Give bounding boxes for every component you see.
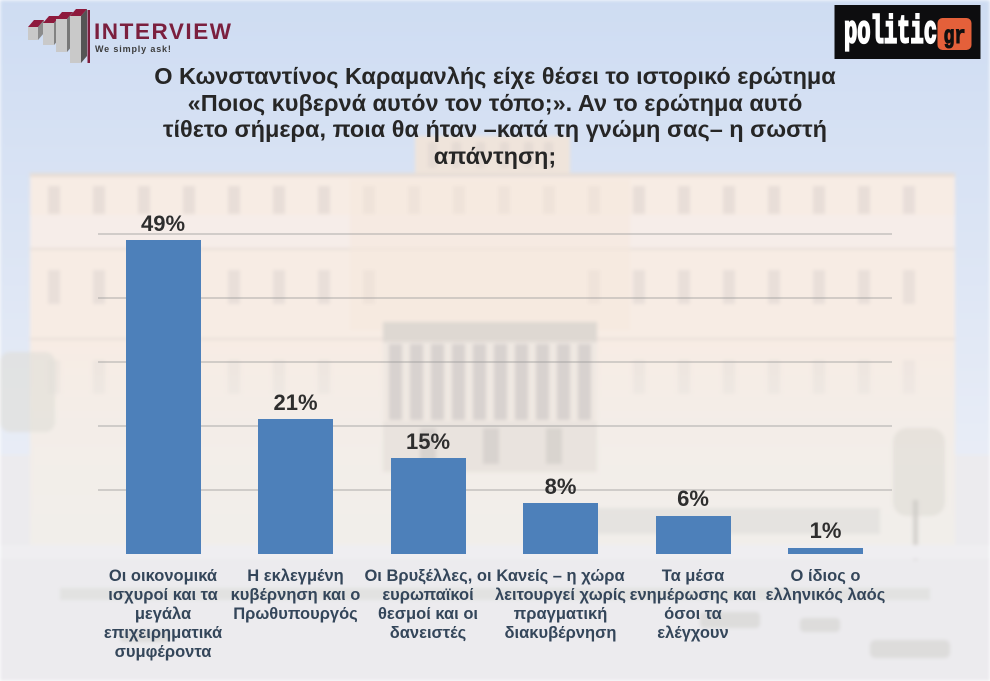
svg-text:politic: politic <box>844 11 937 55</box>
svg-text:gr: gr <box>944 22 966 51</box>
svg-text:We simply ask!: We simply ask! <box>95 44 172 54</box>
svg-text:INTERVIEW: INTERVIEW <box>94 19 233 44</box>
